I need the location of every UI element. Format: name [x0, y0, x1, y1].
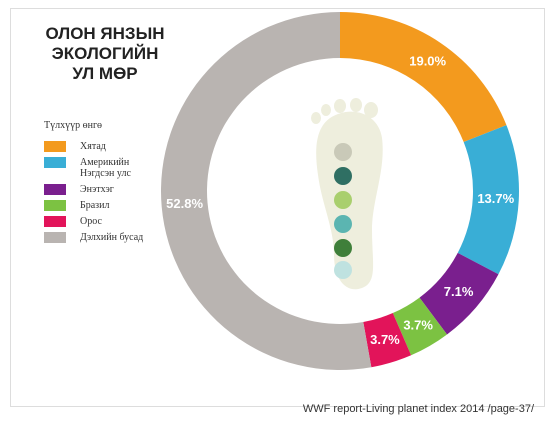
frame [10, 8, 545, 407]
legend-swatch [44, 141, 66, 152]
legend-swatch [44, 157, 66, 168]
chart-title: ОЛОН ЯНЗЫН ЭКОЛОГИЙН УЛ МӨР [45, 24, 165, 83]
donut-segment [340, 12, 507, 143]
value-label: 3.7% [403, 317, 433, 332]
donut-segment [419, 252, 499, 335]
legend-label: Бразил [80, 200, 110, 211]
donut-segment [392, 297, 448, 356]
legend-label: Хятад [80, 141, 106, 152]
value-label: 3.7% [370, 332, 400, 347]
legend: Түлхүүр өнгө Хятад Америкийн Нэгдсэн улс Э… [44, 120, 174, 248]
legend-label: Америкийн Нэгдсэн улс [80, 157, 131, 179]
donut-segment [363, 313, 412, 368]
value-label: 19.0% [409, 53, 446, 68]
legend-item: Дэлхийн бусад [44, 232, 174, 243]
value-label: 13.7% [477, 191, 514, 206]
donut-segment [161, 12, 372, 370]
legend-item: Бразил [44, 200, 174, 211]
legend-swatch [44, 216, 66, 227]
value-label: 7.1% [444, 284, 474, 299]
footprint-icon [311, 98, 383, 290]
legend-item: Энэтхэг [44, 184, 174, 195]
legend-item: Орос [44, 216, 174, 227]
legend-swatch [44, 200, 66, 211]
legend-swatch [44, 184, 66, 195]
legend-label: Орос [80, 216, 102, 227]
legend-swatch [44, 232, 66, 243]
legend-title: Түлхүүр өнгө [44, 120, 103, 131]
source: WWF report-Living planet index 2014 /pag… [302, 403, 534, 415]
legend-label: Дэлхийн бусад [80, 232, 144, 243]
legend-label: Энэтхэг [80, 184, 114, 195]
donut: 19.0% 13.7% 7.1% 3.7%3.7% 52.8% [161, 12, 519, 370]
value-label: 52.8% [166, 196, 203, 211]
legend-item: Америкийн Нэгдсэн улс [44, 157, 174, 179]
legend-item: Хятад [44, 141, 174, 152]
donut-segment [457, 125, 519, 275]
